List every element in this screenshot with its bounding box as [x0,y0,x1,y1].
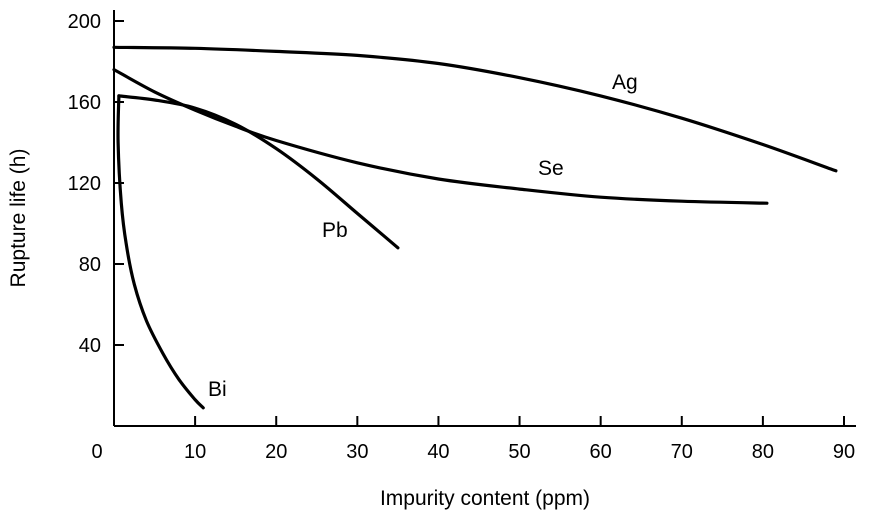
series-label-bi: Bi [208,378,227,401]
x-tick-label: 0 [91,441,102,463]
series-line-se [112,68,769,205]
y-axis-label: Rupture life (h) [7,149,30,288]
y-tick-label: 200 [68,11,101,33]
series-curves [112,45,838,410]
x-tick-label: 50 [508,441,530,463]
series-label-se: Se [538,157,564,180]
series-labels: Ag Se Pb Bi [208,71,638,401]
x-tick-label: 40 [427,441,449,463]
series-line-ag [112,45,838,173]
series-label-pb: Pb [322,219,348,242]
x-axis-label: Impurity content (ppm) [380,487,590,510]
axes: 0 10 20 30 40 50 60 70 80 90 40 80 120 160 200 [68,10,856,463]
y-tick-label: 40 [79,335,101,357]
x-tick-label: 70 [671,441,693,463]
x-tick-label: 10 [184,441,206,463]
series-line-bi [116,94,205,410]
x-tick-label: 60 [590,441,612,463]
x-tick-label: 20 [265,441,287,463]
x-tick-label: 90 [833,441,855,463]
series-line-pb [117,94,400,250]
y-tick-label: 120 [68,173,101,195]
x-tick-label: 30 [346,441,368,463]
y-tick-label: 80 [79,254,101,276]
y-tick-label: 160 [68,92,101,114]
series-label-ag: Ag [612,71,638,94]
x-tick-label: 80 [752,441,774,463]
